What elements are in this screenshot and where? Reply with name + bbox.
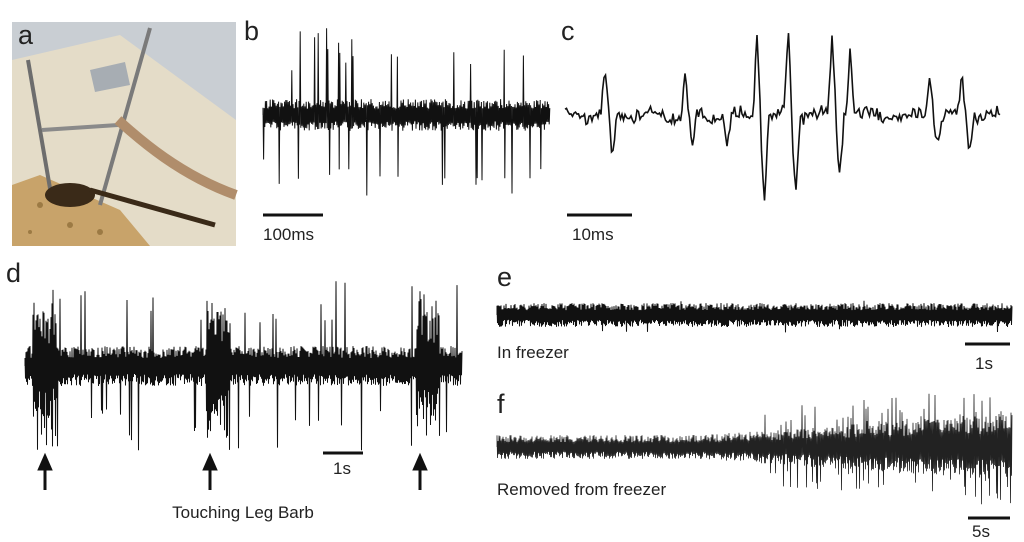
scale-label: 1s: [333, 459, 351, 478]
arrows: [37, 452, 428, 490]
trace: [262, 28, 551, 196]
trace: [496, 393, 1013, 505]
scale-label: 5s: [972, 522, 990, 541]
photo: a: [12, 20, 238, 246]
panel-label: e: [497, 262, 512, 292]
trace: [24, 281, 463, 451]
panel-label: b: [244, 16, 259, 46]
scale-label: 10ms: [572, 225, 614, 244]
trace: [496, 300, 1013, 333]
panel-label: f: [497, 389, 505, 419]
panel-label: a: [18, 20, 34, 50]
caption: Touching Leg Barb: [172, 503, 314, 522]
caption: In freezer: [497, 343, 569, 362]
panel-label: c: [561, 16, 575, 46]
scale-label: 1s: [975, 354, 993, 373]
panel-label: d: [6, 258, 21, 288]
trace: [564, 33, 1001, 201]
scale-label: 100ms: [263, 225, 314, 244]
caption: Removed from freezer: [497, 480, 666, 499]
